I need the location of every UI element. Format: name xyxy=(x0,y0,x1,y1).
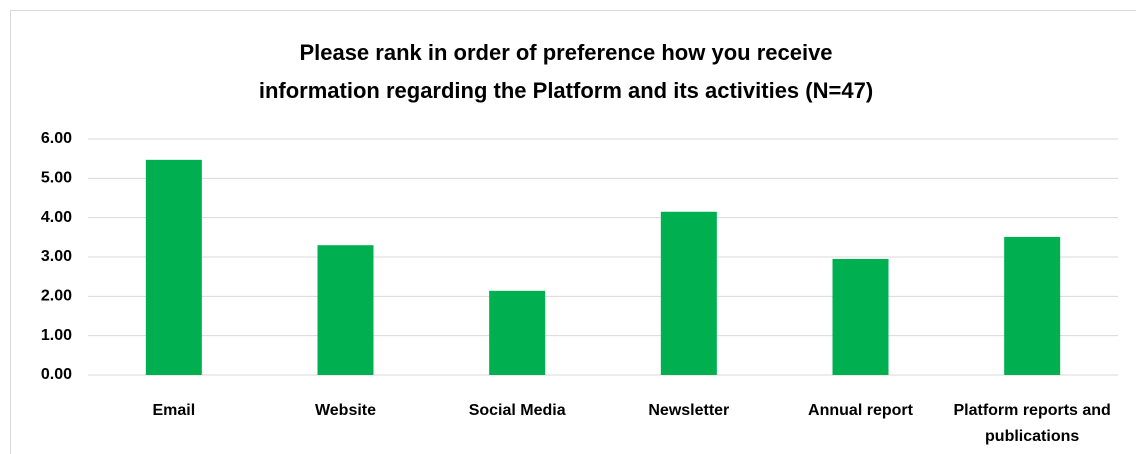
bar xyxy=(489,290,546,375)
y-tick-label: 3.00 xyxy=(41,248,72,265)
x-tick-label: Social Media xyxy=(468,402,566,419)
x-tick-label: Email xyxy=(152,402,196,419)
x-tick-label: Website xyxy=(314,402,377,419)
y-tick-label: 6.00 xyxy=(41,130,72,147)
bar xyxy=(832,258,889,375)
bar xyxy=(145,159,202,375)
y-tick-label: 2.00 xyxy=(41,288,72,305)
bar xyxy=(660,211,717,375)
chart-title: Please rank in order of preference how y… xyxy=(258,40,874,103)
y-tick-label: 0.00 xyxy=(41,366,72,383)
x-tick-label: Annual report xyxy=(808,402,913,419)
chart-border xyxy=(10,10,1136,454)
y-tick-label: 4.00 xyxy=(41,209,72,226)
bar xyxy=(1004,236,1061,375)
bar xyxy=(317,245,374,375)
y-tick-label: 1.00 xyxy=(41,327,72,344)
y-tick-label: 5.00 xyxy=(41,170,72,187)
x-tick-label: Platform reports and publications xyxy=(953,402,1111,445)
x-tick-label: Newsletter xyxy=(648,402,730,419)
